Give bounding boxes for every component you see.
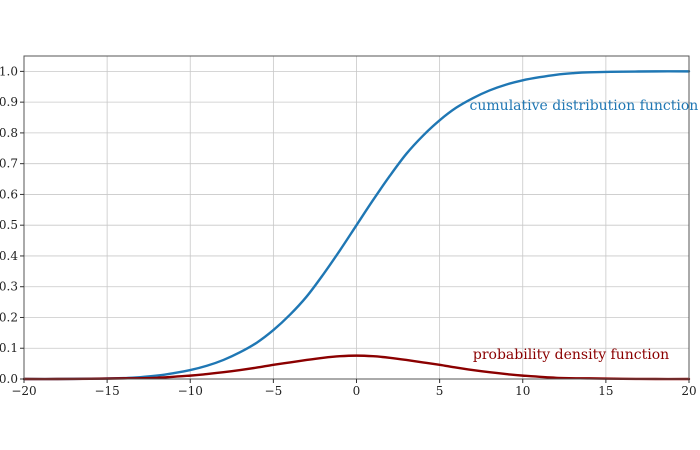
x-tick-label: 10 — [515, 384, 530, 398]
pdf-annotation: probability density function — [473, 347, 669, 363]
y-tick-label: 0.0 — [0, 372, 18, 386]
cdf-line — [22, 70, 691, 381]
tick-labels: −20 −15 −10 −5 0 5 10 15 20 0.0 0.1 0.2 0.3 0.4 0.5 0.6… — [0, 64, 697, 398]
series-lines — [22, 70, 691, 381]
y-tick-label: 0.5 — [0, 218, 18, 232]
y-tick-label: 1.0 — [0, 64, 18, 78]
y-tick-label: 0.4 — [0, 249, 18, 263]
grid-lines — [23, 56, 690, 380]
y-tick-label: 0.3 — [0, 280, 18, 294]
y-tick-label: 0.8 — [0, 126, 18, 140]
cdf-annotation: cumulative distribution function — [470, 98, 699, 114]
x-tick-label: −20 — [11, 384, 36, 398]
y-tick-label: 0.2 — [0, 310, 18, 324]
x-tick-label: 20 — [681, 384, 696, 398]
y-tick-label: 0.7 — [0, 157, 18, 171]
x-tick-label: 5 — [436, 384, 444, 398]
curve-annotations: cumulative distribution function probabil… — [470, 98, 699, 363]
x-tick-label: −5 — [265, 384, 283, 398]
x-tick-label: −10 — [178, 384, 203, 398]
y-tick-label: 0.9 — [0, 95, 18, 109]
x-tick-label: 15 — [598, 384, 613, 398]
y-tick-label: 0.1 — [0, 341, 18, 355]
y-tick-label: 0.6 — [0, 187, 18, 201]
x-tick-label: −15 — [94, 384, 119, 398]
x-tick-label: 0 — [353, 384, 361, 398]
pdf-line — [22, 354, 691, 381]
axis-ticks — [20, 70, 690, 383]
